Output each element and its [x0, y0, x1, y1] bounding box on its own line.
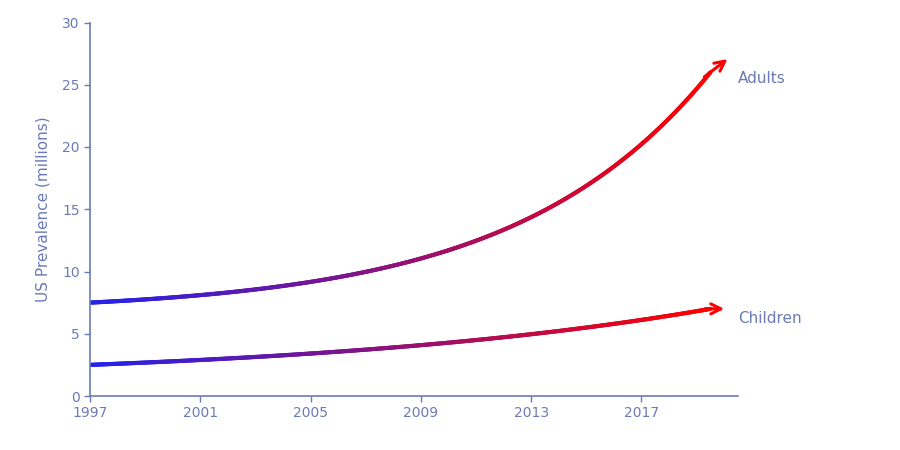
Text: Children: Children	[738, 311, 802, 326]
Y-axis label: US Prevalence (millions): US Prevalence (millions)	[36, 117, 50, 302]
Text: Adults: Adults	[738, 71, 786, 86]
